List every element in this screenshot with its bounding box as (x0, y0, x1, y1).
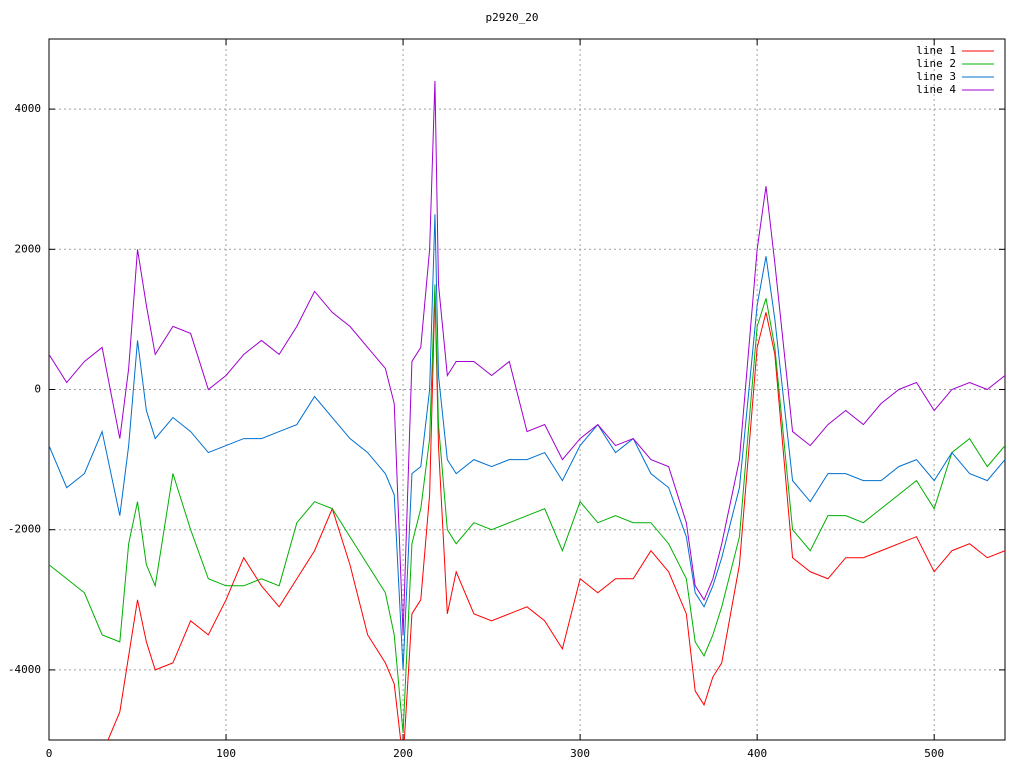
y-tick-label: 4000 (15, 102, 42, 115)
x-tick-label: 300 (570, 747, 590, 760)
plot-area (49, 81, 1005, 740)
y-tick-label: -2000 (8, 523, 41, 536)
data-line (49, 81, 1005, 635)
legend-label: line 2 (916, 57, 956, 70)
y-tick-label: 0 (34, 383, 41, 396)
data-line (107, 291, 1005, 740)
data-line (49, 214, 1005, 670)
x-tick-label: 100 (216, 747, 236, 760)
x-tick-label: 200 (393, 747, 413, 760)
x-tick-label: 400 (747, 747, 767, 760)
plot-frame (48, 38, 1006, 741)
legend-label: line 4 (916, 83, 956, 96)
x-tick-label: 500 (924, 747, 944, 760)
x-tick-label: 0 (46, 747, 53, 760)
chart-title: p2920_20 (486, 11, 539, 24)
y-tick-label: -4000 (8, 663, 41, 676)
legend-label: line 3 (916, 70, 956, 83)
legend-label: line 1 (916, 44, 956, 57)
y-tick-label: 2000 (15, 242, 42, 255)
data-line (49, 284, 1005, 734)
